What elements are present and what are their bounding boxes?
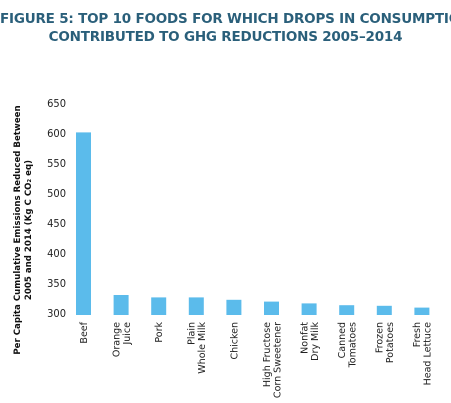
x-tick-label-line: Juice: [122, 322, 133, 346]
bar: [301, 303, 317, 315]
x-tick-label: Pork: [154, 322, 165, 343]
x-tick-label-line: Dry Milk: [310, 322, 321, 361]
bar: [376, 305, 392, 315]
y-tick-label: 650: [47, 97, 66, 110]
y-axis-title: Per Capita Cumulative Emissions Reduced …: [13, 105, 34, 354]
x-tick-label: Canned Tomatoes: [337, 322, 359, 368]
chart-title-line-2: CONTRIBUTED TO GHG REDUCTIONS 2005–2014: [48, 29, 403, 45]
bar: [414, 307, 430, 315]
x-tick-label: Nonfat Dry Milk: [299, 322, 321, 361]
x-axis: Beef Orange Juice Pork Plain Whole Milk Chicke…: [79, 321, 434, 398]
y-axis: 300 350 400 450 500 550 600 650: [47, 97, 66, 320]
bar: [151, 297, 167, 315]
x-tick-label-line: Head Lettuce: [423, 322, 434, 386]
y-tick-label: 400: [47, 247, 66, 260]
chart-title-line-1: FIGURE 5: TOP 10 FOODS FOR WHICH DROPS I…: [0, 11, 451, 27]
x-tick-label-line: Fresh: [412, 322, 423, 347]
y-axis-title-line-2: 2005 and 2014 (Kg C CO₂ eq): [24, 160, 34, 300]
x-tick-label: Orange Juice: [111, 322, 133, 357]
x-tick-label-line: Chicken: [229, 322, 240, 360]
y-tick-label: 600: [47, 127, 66, 140]
x-tick-label: Fresh Head Lettuce: [412, 322, 434, 386]
bar: [188, 297, 204, 315]
x-tick-label-line: Beef: [79, 321, 90, 343]
y-tick-label: 500: [47, 187, 66, 200]
x-tick-label-line: Tomatoes: [347, 322, 358, 368]
bar: [339, 305, 355, 315]
bar: [264, 301, 279, 315]
bar: [113, 295, 129, 315]
bars: [76, 132, 430, 315]
chart-title: FIGURE 5: TOP 10 FOODS FOR WHICH DROPS I…: [0, 10, 451, 46]
y-axis-title-line-1: Per Capita Cumulative Emissions Reduced …: [13, 105, 23, 354]
x-tick-label-line: Canned: [337, 322, 348, 358]
x-tick-label: High Fructose Corn Sweetener: [262, 322, 284, 398]
x-tick-label-line: Pork: [154, 322, 165, 343]
x-tick-label-line: Potatoes: [385, 322, 396, 363]
y-tick-label: 550: [47, 157, 66, 170]
y-tick-label: 450: [47, 217, 66, 230]
x-tick-label-line: Orange: [111, 322, 122, 357]
x-tick-label: Frozen Potatoes: [375, 322, 397, 363]
x-tick-label-line: Nonfat: [299, 322, 310, 354]
x-tick-label-line: Whole Milk: [197, 322, 208, 374]
x-tick-label-line: Plain: [187, 322, 198, 345]
x-tick-label-line: High Fructose: [262, 322, 273, 387]
bar: [76, 132, 91, 315]
x-tick-label-line: Frozen: [375, 322, 386, 353]
y-tick-label: 300: [47, 307, 66, 320]
x-tick-label-line: Corn Sweetener: [272, 322, 283, 398]
x-tick-label: Plain Whole Milk: [187, 322, 209, 374]
y-tick-label: 350: [47, 277, 66, 290]
x-tick-label: Chicken: [229, 322, 240, 360]
x-tick-label: Beef: [79, 321, 90, 343]
bar: [226, 299, 242, 315]
